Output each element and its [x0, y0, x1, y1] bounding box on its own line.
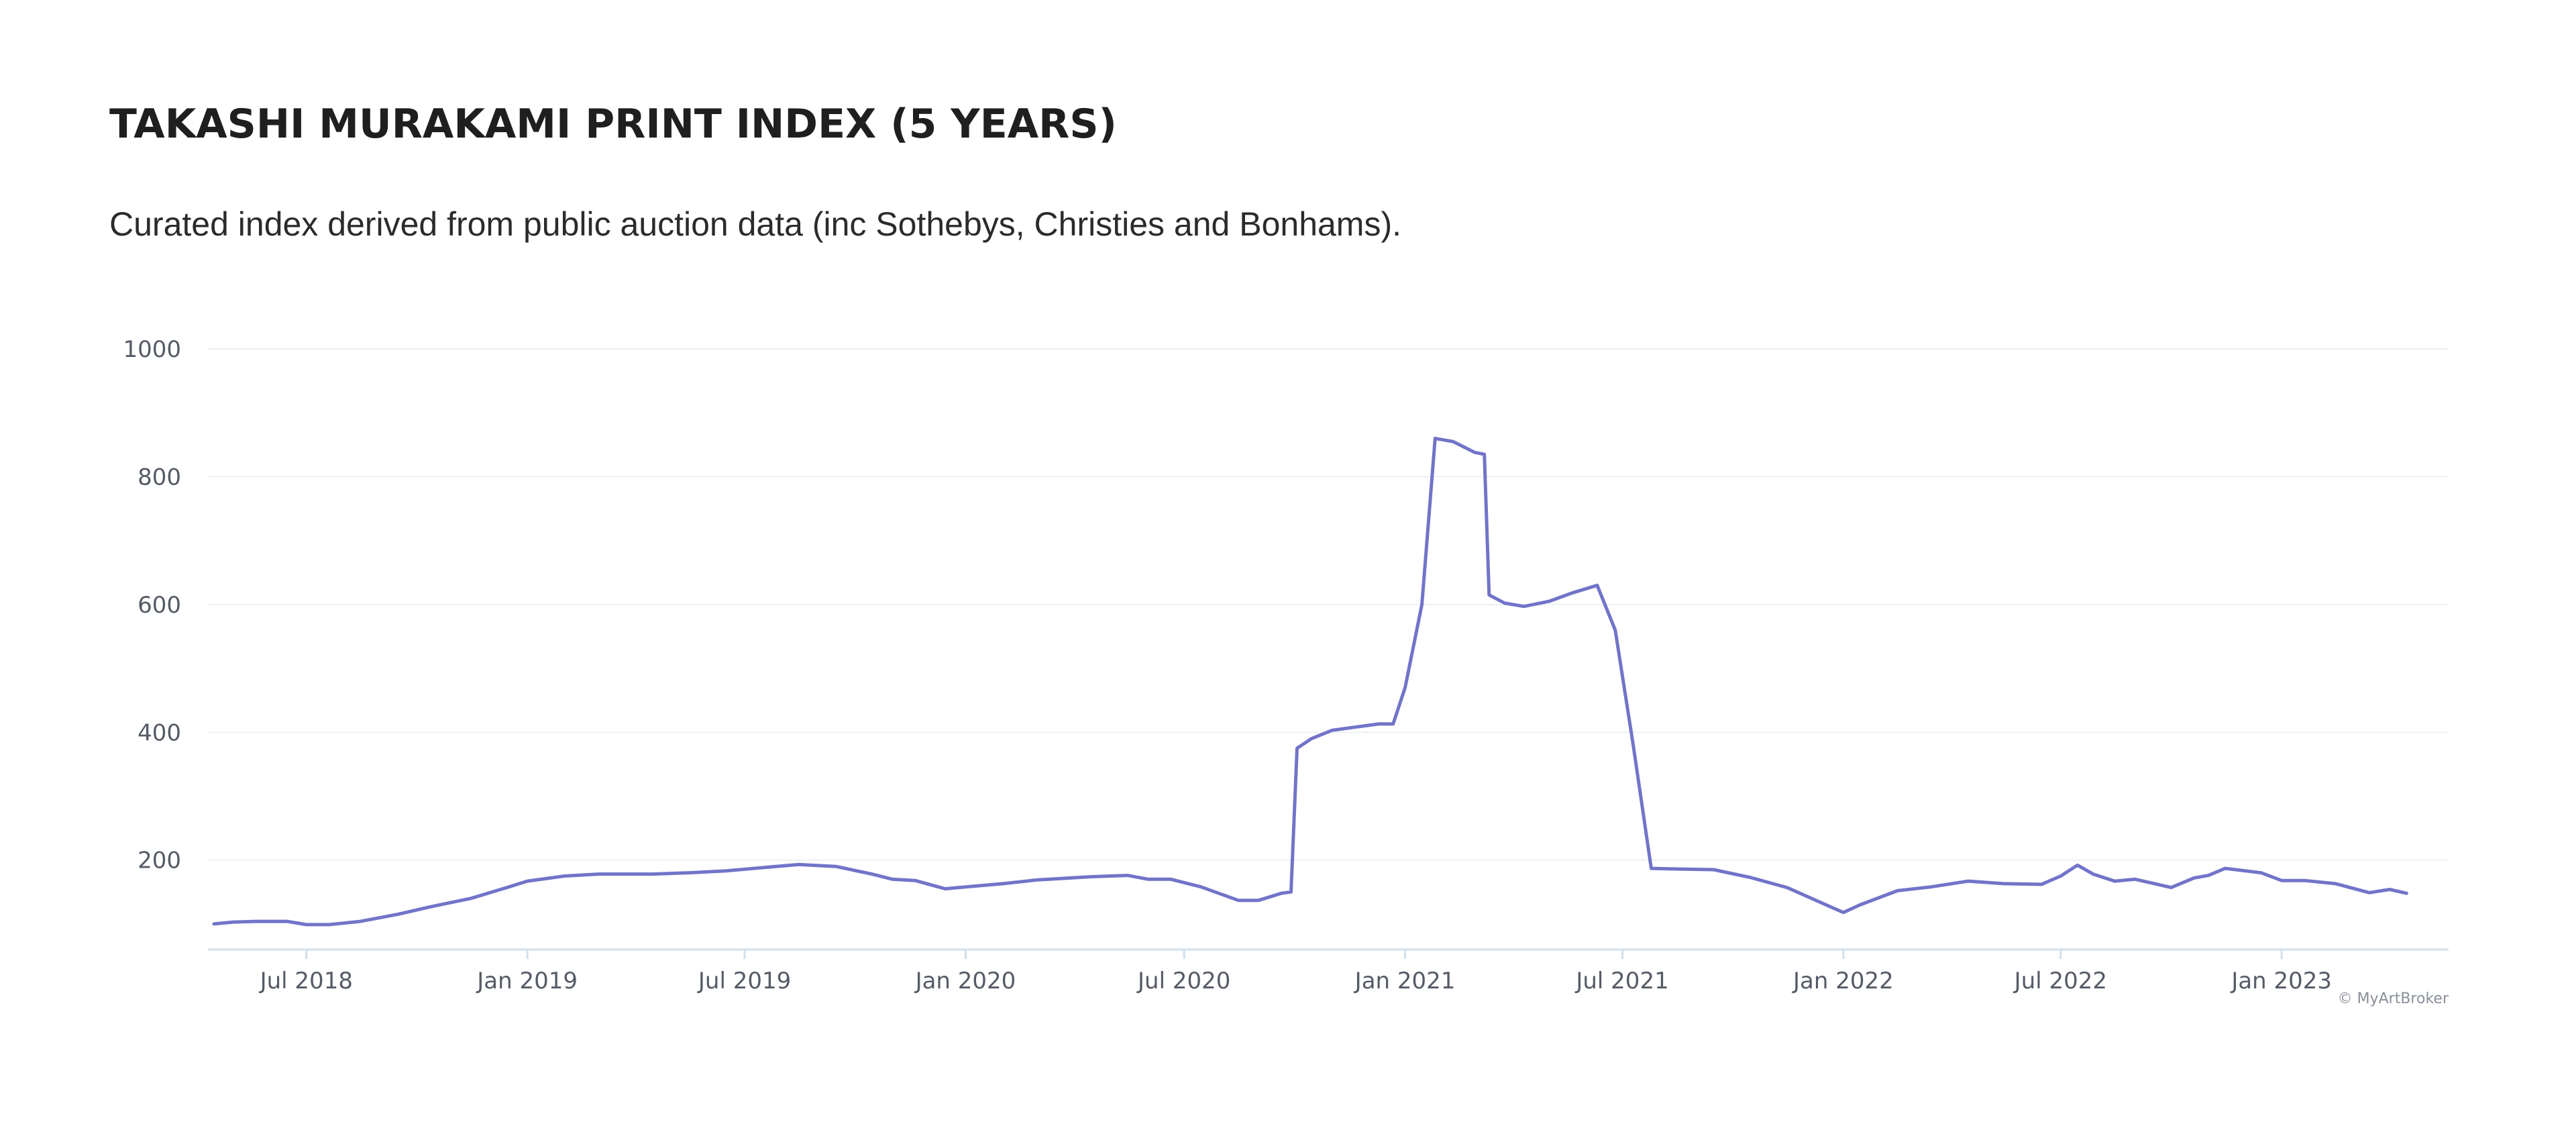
x-tick-label: Jan 2023 — [2230, 968, 2332, 994]
x-tick-label: Jan 2019 — [476, 968, 578, 994]
x-tick-label: Jul 2019 — [697, 968, 791, 994]
credit-label: © MyArtBroker — [2338, 990, 2449, 1007]
x-tick-label: Jan 2020 — [914, 968, 1016, 994]
y-tick-label: 400 — [138, 719, 181, 746]
y-tick-label: 600 — [138, 592, 181, 619]
x-tick-label: Jul 2020 — [1136, 968, 1230, 994]
chart-subtitle: Curated index derived from public auctio… — [109, 205, 1402, 243]
x-tick-label: Jul 2022 — [2013, 968, 2107, 994]
gridlines — [208, 348, 2449, 861]
x-axis: Jul 2018 Jan 2019 Jul 2019 Jan 2020 Jul 2020… — [259, 950, 2332, 994]
y-axis: 200 400 600 800 1000 — [123, 336, 181, 874]
x-tick-label: Jan 2022 — [1792, 968, 1894, 994]
y-tick-label: 1000 — [123, 336, 181, 363]
x-tick-label: Jan 2021 — [1354, 968, 1456, 994]
series-layer[interactable] — [212, 436, 2408, 927]
chart-title: TAKASHI MURAKAMI PRINT INDEX (5 YEARS) — [109, 101, 1117, 148]
y-tick-label: 800 — [138, 464, 181, 491]
x-tick-label: Jul 2018 — [259, 968, 353, 994]
x-tick-label: Jul 2021 — [1574, 968, 1668, 994]
y-tick-label: 200 — [138, 848, 181, 874]
series-line[interactable] — [212, 436, 2408, 927]
